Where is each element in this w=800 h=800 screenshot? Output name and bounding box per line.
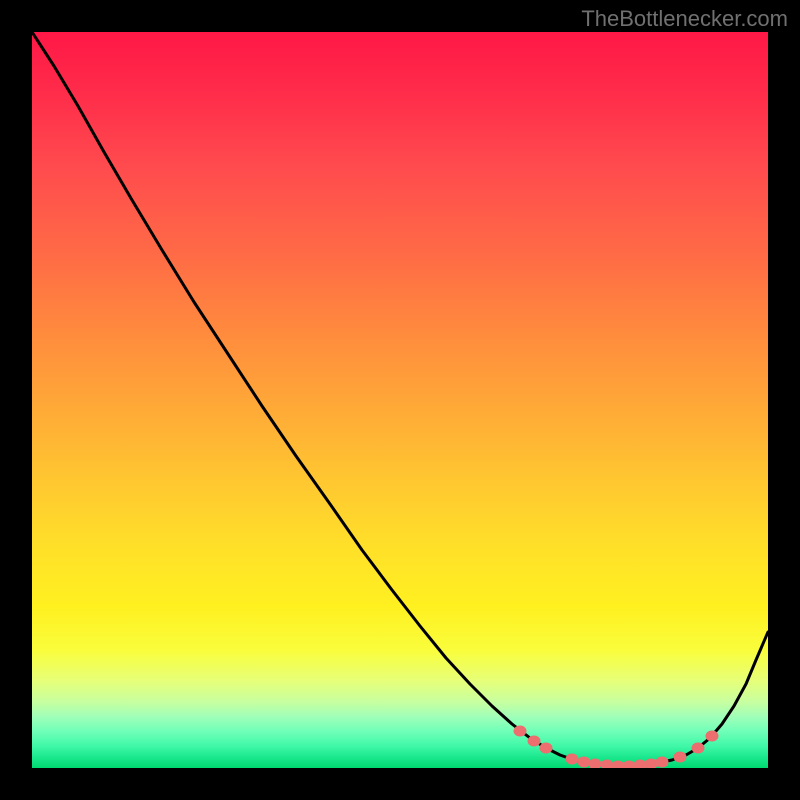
data-marker [706, 731, 719, 742]
data-marker [645, 759, 658, 769]
data-marker [674, 752, 687, 763]
data-marker [692, 743, 705, 754]
watermark-text: TheBottlenecker.com [581, 6, 788, 32]
data-marker [578, 757, 591, 768]
data-marker [528, 736, 541, 747]
data-marker [566, 754, 579, 765]
data-marker [540, 743, 553, 754]
data-marker [612, 761, 625, 769]
data-marker [656, 757, 669, 768]
bottleneck-curve [32, 32, 768, 766]
data-marker [589, 759, 602, 769]
data-marker [601, 760, 614, 769]
data-marker [623, 761, 636, 769]
curve-layer [32, 32, 768, 768]
data-marker [514, 726, 527, 737]
marker-group [514, 726, 719, 769]
chart-area [32, 32, 768, 768]
